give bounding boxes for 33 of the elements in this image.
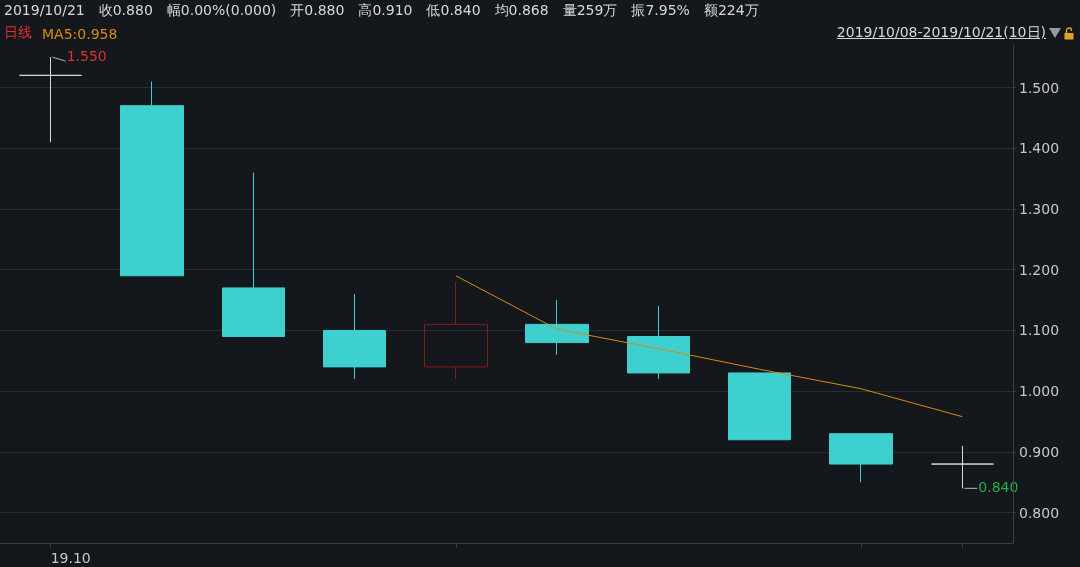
text: 2019/10/08-2019/10/21(10日): [836, 24, 1046, 42]
y-tick-label: 1.500: [1019, 79, 1060, 96]
candlestick: [323, 293, 386, 380]
candlestick: [829, 433, 893, 483]
line-series: [455, 275, 963, 418]
text: 幅0.00%(0.000): [166, 2, 277, 20]
text: 低0.840: [426, 2, 481, 20]
candlestick: [525, 299, 589, 356]
y-tick-label: 0.800: [1019, 504, 1060, 521]
text: 开0.880: [290, 2, 345, 20]
candlestick: [627, 305, 690, 380]
text: 均0.868: [494, 2, 549, 20]
x-tick-label: 19.10: [50, 550, 91, 566]
candlestick: [728, 372, 791, 441]
candlestick: [120, 80, 184, 277]
candlestick: [424, 281, 488, 380]
candlestick: [222, 172, 285, 338]
y-tick-label: 1.400: [1019, 140, 1060, 157]
y-tick-label: 0.900: [1019, 443, 1060, 460]
y-tick-label: 1.000: [1019, 383, 1060, 400]
text: 日线: [4, 24, 32, 42]
text: 收0.880: [98, 2, 153, 20]
text: MA5:0.958: [42, 26, 118, 42]
text: 振7.95%: [631, 2, 690, 20]
y-tick-label: 1.100: [1019, 322, 1060, 339]
y-tick-label: 1.200: [1019, 261, 1060, 278]
text: 额224万: [703, 2, 759, 20]
y-tick-label: 1.300: [1019, 200, 1060, 217]
annotation: 1.550: [66, 48, 107, 65]
text: 高0.910: [358, 2, 413, 20]
text: 量259万: [562, 2, 618, 20]
text: 2019/10/21: [4, 2, 85, 20]
annotation: 0.840: [978, 479, 1019, 496]
